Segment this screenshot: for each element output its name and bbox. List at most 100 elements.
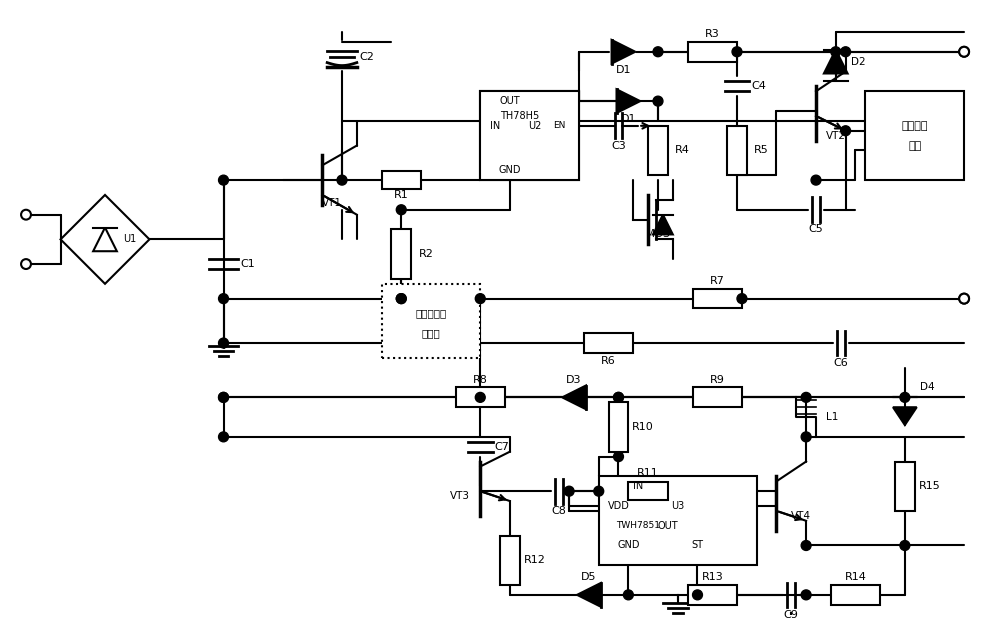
Text: D1: D1 (621, 114, 636, 124)
Text: 除电路: 除电路 (422, 328, 440, 338)
Circle shape (594, 486, 604, 496)
Text: C8: C8 (552, 506, 567, 516)
Text: OUT: OUT (518, 121, 541, 131)
Circle shape (219, 392, 228, 402)
Circle shape (396, 294, 406, 304)
Text: GND: GND (499, 165, 521, 175)
Circle shape (693, 590, 702, 600)
Circle shape (623, 590, 633, 600)
Text: TH78H5: TH78H5 (507, 140, 552, 150)
Text: 比较放大: 比较放大 (901, 121, 928, 131)
Text: VT4: VT4 (791, 511, 811, 521)
Bar (599, 476, 757, 565)
Text: GND: GND (617, 540, 640, 550)
Circle shape (614, 451, 623, 461)
Circle shape (219, 338, 228, 348)
Text: D4: D4 (920, 383, 934, 392)
Text: IN: IN (490, 121, 500, 131)
Circle shape (900, 392, 910, 402)
Text: R8: R8 (473, 374, 488, 384)
Circle shape (21, 259, 31, 269)
Bar (865, 91, 964, 180)
Circle shape (959, 294, 969, 304)
Bar (895, 461, 915, 511)
Bar (500, 536, 520, 585)
Circle shape (475, 294, 485, 304)
Circle shape (396, 205, 406, 215)
Circle shape (653, 96, 663, 106)
Polygon shape (824, 50, 848, 73)
Text: R7: R7 (710, 276, 725, 286)
Text: R9: R9 (710, 374, 725, 384)
Text: C5: C5 (809, 225, 823, 235)
Text: OUT: OUT (658, 521, 678, 531)
Circle shape (732, 47, 742, 57)
Bar (382, 171, 421, 189)
Circle shape (811, 175, 821, 185)
Circle shape (959, 47, 969, 57)
Text: TWH7851: TWH7851 (616, 521, 660, 530)
Circle shape (21, 210, 31, 220)
Circle shape (801, 540, 811, 550)
Text: VT3: VT3 (450, 491, 470, 501)
Text: EN: EN (553, 121, 565, 130)
Bar (480, 91, 579, 180)
Text: ST: ST (691, 540, 703, 550)
Text: L1: L1 (826, 412, 838, 422)
Circle shape (614, 392, 623, 402)
Circle shape (475, 392, 485, 402)
Text: R12: R12 (524, 555, 545, 565)
Text: C2: C2 (359, 52, 374, 61)
Circle shape (653, 47, 663, 57)
Text: VDD: VDD (608, 501, 629, 511)
Polygon shape (93, 227, 117, 252)
Text: D2: D2 (851, 57, 865, 66)
Text: R10: R10 (632, 422, 654, 432)
Text: R3: R3 (705, 29, 720, 39)
Bar (693, 388, 742, 407)
Circle shape (841, 47, 851, 57)
Bar (648, 126, 668, 175)
Circle shape (337, 175, 347, 185)
Bar (693, 289, 742, 309)
Text: EN: EN (548, 121, 560, 130)
Circle shape (396, 294, 406, 304)
Polygon shape (617, 89, 640, 113)
Text: U1: U1 (123, 234, 136, 245)
Polygon shape (653, 215, 673, 235)
Text: C7: C7 (495, 442, 509, 451)
Text: D3: D3 (566, 374, 582, 384)
Circle shape (801, 432, 811, 442)
Circle shape (219, 432, 228, 442)
Bar (584, 333, 633, 353)
Bar (456, 388, 505, 407)
Text: C1: C1 (241, 259, 256, 269)
Bar (688, 42, 737, 61)
Circle shape (614, 392, 623, 402)
Text: U2: U2 (543, 140, 556, 150)
Text: C6: C6 (833, 358, 848, 368)
Text: 电路: 电路 (908, 140, 921, 150)
Circle shape (959, 47, 969, 57)
Text: VT2: VT2 (826, 131, 846, 141)
Text: C4: C4 (751, 81, 766, 91)
Polygon shape (562, 386, 586, 409)
Bar (727, 126, 747, 175)
Polygon shape (612, 40, 635, 63)
Circle shape (801, 590, 811, 600)
Circle shape (564, 486, 574, 496)
Text: R5: R5 (754, 145, 769, 155)
Circle shape (831, 47, 841, 57)
Text: R4: R4 (675, 145, 690, 155)
Circle shape (900, 540, 910, 550)
Circle shape (219, 392, 228, 402)
Text: D1: D1 (616, 65, 631, 75)
Text: TH78H5: TH78H5 (500, 111, 539, 121)
Bar (480, 91, 579, 180)
Bar (628, 483, 668, 500)
Text: R13: R13 (701, 572, 723, 582)
Text: R6: R6 (601, 356, 616, 366)
Text: IN: IN (505, 140, 515, 150)
Text: 三阶谐波消: 三阶谐波消 (415, 309, 447, 319)
Bar (609, 402, 628, 451)
